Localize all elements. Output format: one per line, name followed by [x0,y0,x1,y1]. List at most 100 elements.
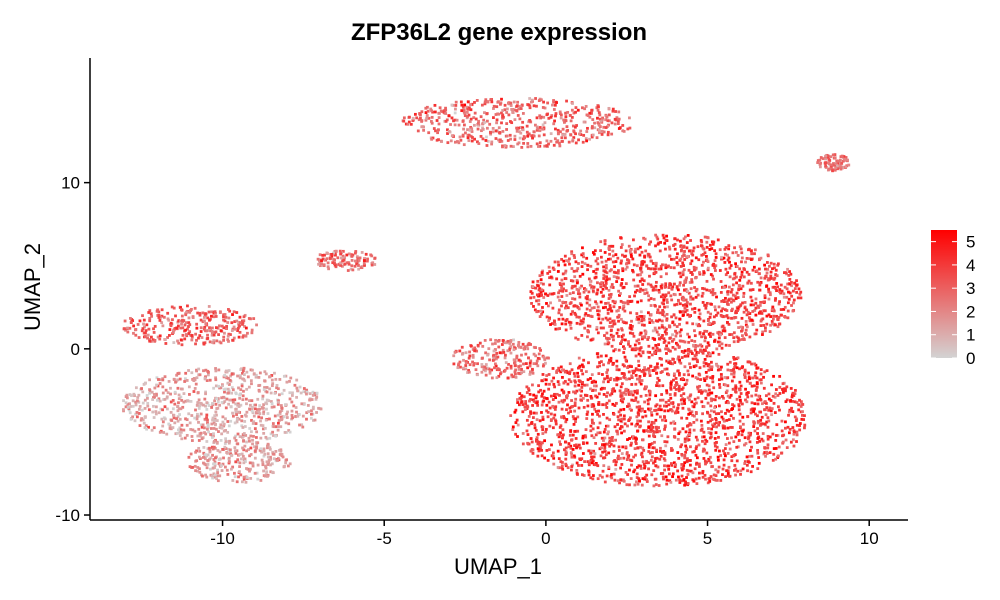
data-point [660,393,664,396]
data-point [599,240,603,244]
data-point [611,244,615,248]
data-point [657,384,661,388]
data-point [571,463,574,467]
data-point [226,381,230,385]
data-point [703,339,707,343]
data-point [166,391,170,395]
data-point [227,308,230,311]
data-point [548,283,552,287]
data-point [496,100,500,104]
data-point [685,468,689,472]
data-point [466,107,470,111]
data-point [628,377,631,381]
data-point [775,282,779,285]
data-point [684,235,687,239]
data-point [204,392,207,396]
data-point [669,387,673,391]
data-point [628,468,631,472]
data-point [281,455,285,459]
data-point [203,397,207,401]
data-point [515,109,518,112]
data-point [251,368,254,372]
data-point [215,441,219,445]
data-point [725,314,729,317]
data-point [638,290,642,293]
data-point [655,448,659,452]
data-point [131,415,135,419]
data-point [516,100,520,104]
data-point [221,384,224,388]
data-point [604,442,608,446]
data-point [253,407,257,411]
data-point [673,237,677,241]
data-point [693,286,696,289]
data-point [555,277,559,281]
data-point [723,329,727,333]
data-point [743,301,747,304]
data-point [614,300,617,304]
data-point [737,439,741,442]
data-point [780,419,784,423]
data-point [619,246,623,249]
cluster-top-right-small [816,153,851,173]
data-point [786,316,790,320]
data-point [244,434,248,437]
data-point [545,113,549,117]
data-point [540,379,544,383]
data-point [197,398,201,402]
data-point [723,425,726,429]
data-point [311,393,315,397]
data-point [635,339,639,343]
data-point [694,295,698,299]
data-point [759,324,763,327]
data-point [206,459,210,462]
data-point [677,355,680,359]
data-point [683,306,687,310]
data-point [615,359,619,363]
data-point [725,389,729,393]
data-point [742,338,746,341]
data-point [651,425,655,429]
data-point [756,414,759,418]
data-point [737,408,741,412]
data-point [583,262,587,266]
data-point [402,116,406,120]
data-point [572,422,576,426]
data-point [615,364,619,368]
data-point [215,477,219,481]
data-point [625,483,629,487]
data-point [269,400,273,403]
data-point [784,271,788,275]
data-point [278,453,282,456]
data-point [158,334,162,338]
data-point [607,123,610,127]
data-point [771,458,775,462]
data-point [552,143,556,147]
data-point [126,326,129,330]
data-point [777,454,780,458]
data-point [750,252,754,256]
data-point [620,417,624,421]
data-point [210,422,214,426]
data-point [651,267,655,271]
data-point [630,255,633,258]
data-point [622,417,626,421]
data-point [603,480,607,484]
data-point [842,155,846,158]
data-point [459,100,463,104]
data-point [846,158,849,162]
data-point [683,453,687,457]
data-point [528,399,531,403]
data-point [556,128,560,132]
data-point [265,460,269,464]
data-point [240,384,244,388]
data-point [501,130,505,133]
data-point [255,471,259,475]
data-point [692,268,696,272]
data-point [669,283,673,287]
data-point [847,163,851,167]
data-point [536,432,540,436]
data-point [599,454,603,458]
data-point [629,311,632,315]
data-point [769,261,773,265]
